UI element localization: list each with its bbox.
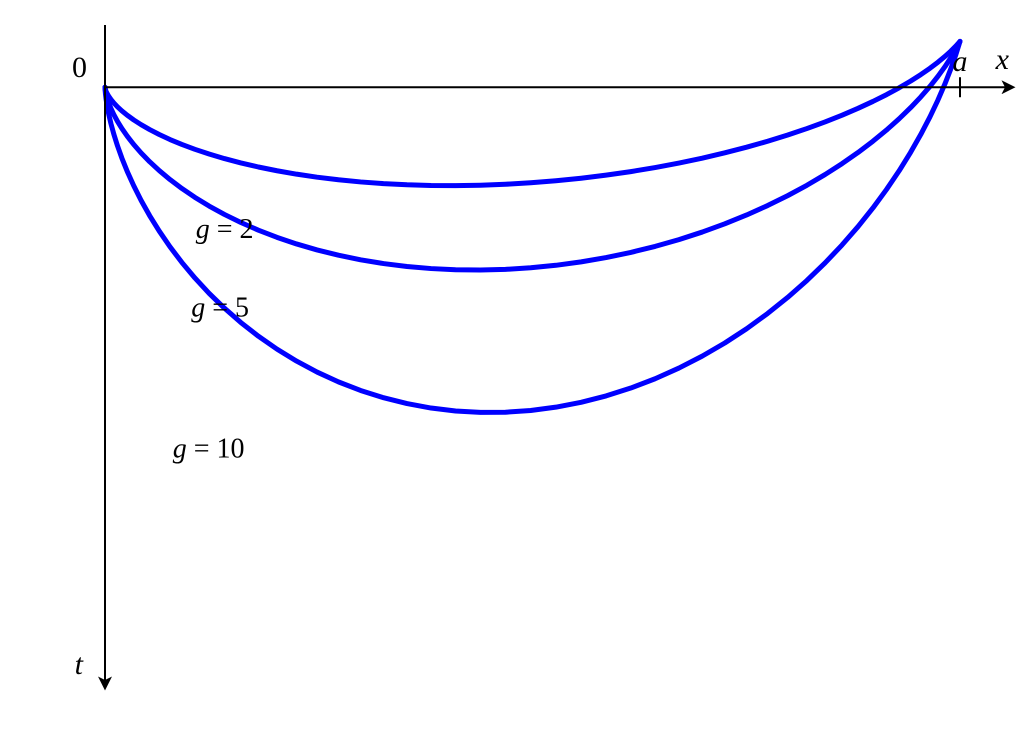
curve-label-eq: = bbox=[210, 214, 240, 245]
curve-label-eq: = bbox=[187, 433, 217, 464]
curve-label-val: 10 bbox=[217, 433, 245, 464]
curve-label-var: g bbox=[191, 292, 205, 323]
curve-label-eq: = bbox=[205, 292, 235, 323]
y-axis-label: t bbox=[75, 648, 84, 681]
tick-a-label: a bbox=[953, 45, 968, 78]
curve-label-5: g = 5 bbox=[191, 292, 249, 323]
curve-label-10: g = 10 bbox=[173, 433, 245, 464]
curve-label-2: g = 2 bbox=[196, 214, 254, 245]
x-axis-label: x bbox=[995, 43, 1010, 76]
origin-label: 0 bbox=[72, 51, 87, 84]
curve-label-val: 2 bbox=[240, 214, 254, 245]
curve-label-var: g bbox=[173, 433, 187, 464]
curve-label-val: 5 bbox=[235, 292, 249, 323]
chart-bg bbox=[0, 0, 1024, 735]
brachistochrone-chart: 0axtg = 2g = 5g = 10 bbox=[0, 0, 1024, 735]
curve-label-var: g bbox=[196, 214, 210, 245]
